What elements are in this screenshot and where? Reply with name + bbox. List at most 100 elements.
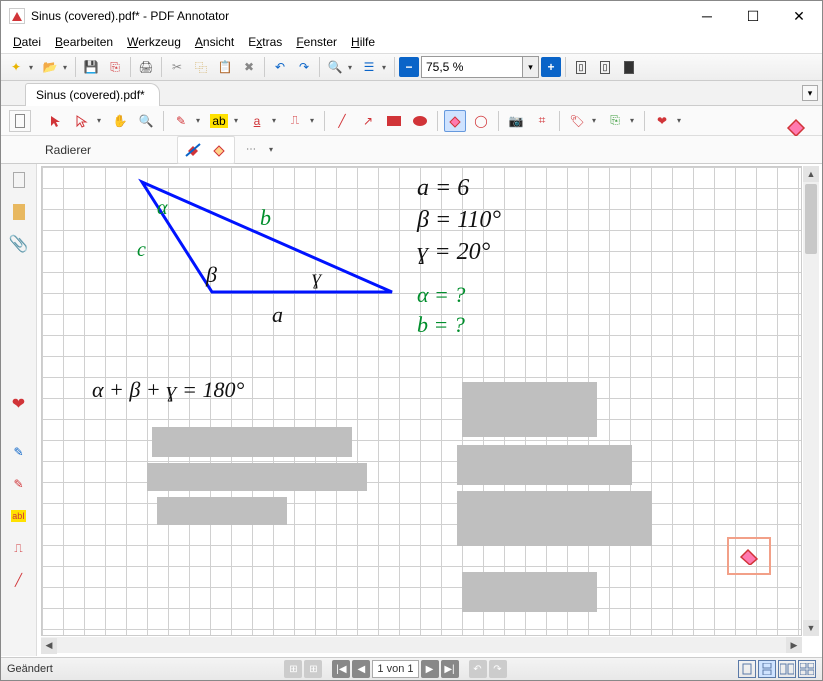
- maximize-button[interactable]: ☐: [730, 1, 776, 31]
- stamp-tool[interactable]: ⎍: [284, 110, 306, 132]
- document-tab[interactable]: Sinus (covered).pdf*: [25, 83, 160, 106]
- attach-tool[interactable]: ⎘: [604, 110, 626, 132]
- document-canvas[interactable]: α b c β ɣ a a = 6 β = 110° ɣ = 20° α = ?…: [41, 166, 802, 636]
- sidebar-stamp-icon[interactable]: ⎍: [7, 536, 31, 560]
- menu-datei[interactable]: Datei: [7, 33, 47, 51]
- text-tool[interactable]: a: [246, 110, 268, 132]
- vertical-scrollbar[interactable]: ▲ ▼: [803, 166, 819, 636]
- undo-button[interactable]: ↶: [269, 56, 291, 78]
- list-button[interactable]: ☰: [358, 56, 380, 78]
- bookmark-dropdown[interactable]: ▾: [592, 116, 600, 125]
- whiteout-tool[interactable]: ◯: [470, 110, 492, 132]
- pan-tool[interactable]: ✋: [109, 110, 131, 132]
- tab-list-dropdown[interactable]: ▾: [802, 85, 818, 101]
- scroll-left-button[interactable]: ◀: [41, 638, 57, 654]
- favorite-dropdown[interactable]: ▾: [677, 116, 685, 125]
- select-tool[interactable]: [45, 110, 67, 132]
- view-single-button[interactable]: [738, 660, 756, 678]
- page-view-b-button[interactable]: ▯: [594, 56, 616, 78]
- bookmark-tool[interactable]: 🏷: [566, 110, 588, 132]
- page-indicator-icon[interactable]: [9, 110, 31, 132]
- zoom-input[interactable]: [422, 60, 522, 74]
- page-add-before-button[interactable]: ⊞: [284, 660, 302, 678]
- delete-button[interactable]: ✖: [238, 56, 260, 78]
- page-number-field[interactable]: 1 von 1: [372, 660, 418, 678]
- cut-button[interactable]: ✂: [166, 56, 188, 78]
- stamp-dropdown[interactable]: ▾: [310, 116, 318, 125]
- pen-tool[interactable]: ✎: [170, 110, 192, 132]
- new-dropdown[interactable]: ▾: [29, 63, 37, 72]
- zoom-field[interactable]: ▾: [421, 56, 539, 78]
- menu-extras[interactable]: Extras: [242, 33, 288, 51]
- menu-hilfe[interactable]: Hilfe: [345, 33, 381, 51]
- sidebar-line-icon[interactable]: ╱: [7, 568, 31, 592]
- rect-tool[interactable]: [383, 110, 405, 132]
- eraser-size-dropdown[interactable]: ▾: [269, 145, 277, 154]
- page-view-c-button[interactable]: ▯: [618, 56, 640, 78]
- page-next-button[interactable]: ▶: [421, 660, 439, 678]
- attach-dropdown[interactable]: ▾: [630, 116, 638, 125]
- open-dropdown[interactable]: ▾: [63, 63, 71, 72]
- zoom-in-button[interactable]: +: [541, 57, 561, 77]
- page-prev-button[interactable]: ◀: [352, 660, 370, 678]
- paste-button[interactable]: 📋: [214, 56, 236, 78]
- zoom-out-button[interactable]: −: [399, 57, 419, 77]
- new-button[interactable]: ✦: [5, 56, 27, 78]
- eraser-big-icon[interactable]: [778, 110, 814, 142]
- view-two-page-button[interactable]: [778, 660, 796, 678]
- zoom-tool[interactable]: 🔍: [135, 110, 157, 132]
- lasso-dropdown[interactable]: ▾: [97, 116, 105, 125]
- view-continuous-button[interactable]: [758, 660, 776, 678]
- eraser-mode-stroke[interactable]: [182, 139, 204, 161]
- scroll-down-button[interactable]: ▼: [803, 620, 819, 636]
- highlighter-dropdown[interactable]: ▾: [234, 116, 242, 125]
- page-last-button[interactable]: ▶|: [441, 660, 459, 678]
- nav-back-button[interactable]: ↶: [469, 660, 487, 678]
- line-tool[interactable]: ╱: [331, 110, 353, 132]
- redo-button[interactable]: ↷: [293, 56, 315, 78]
- eraser-mode-point[interactable]: [208, 139, 230, 161]
- page-first-button[interactable]: |◀: [332, 660, 350, 678]
- menu-ansicht[interactable]: Ansicht: [189, 33, 240, 51]
- menu-werkzeug[interactable]: Werkzeug: [121, 33, 187, 51]
- zoom-dropdown[interactable]: ▾: [522, 57, 538, 77]
- sidebar-pen-red-icon[interactable]: ✎: [7, 472, 31, 496]
- eraser-size-menu[interactable]: ⋯: [241, 139, 263, 161]
- camera-tool[interactable]: 📷: [505, 110, 527, 132]
- scroll-right-button[interactable]: ▶: [786, 637, 802, 653]
- menu-fenster[interactable]: Fenster: [290, 33, 343, 51]
- minimize-button[interactable]: ─: [684, 1, 730, 31]
- sidebar-thumbnails-icon[interactable]: [7, 168, 31, 192]
- print-button[interactable]: 🖨: [135, 56, 157, 78]
- highlighter-tool[interactable]: ab: [208, 110, 230, 132]
- sidebar-bookmarks-icon[interactable]: [7, 200, 31, 224]
- sidebar-pen-icon[interactable]: ✎: [7, 440, 31, 464]
- crop-tool[interactable]: ⌗: [531, 110, 553, 132]
- view-two-continuous-button[interactable]: [798, 660, 816, 678]
- close-button[interactable]: ✕: [776, 1, 822, 31]
- horizontal-scrollbar[interactable]: ◀ ▶: [41, 637, 802, 653]
- nav-forward-button[interactable]: ↷: [489, 660, 507, 678]
- sidebar-highlight-icon[interactable]: abI: [7, 504, 31, 528]
- open-button[interactable]: 📂: [39, 56, 61, 78]
- arrow-tool[interactable]: ↗: [357, 110, 379, 132]
- pen-dropdown[interactable]: ▾: [196, 116, 204, 125]
- save-as-button[interactable]: ⎘: [104, 56, 126, 78]
- page-add-after-button[interactable]: ⊞: [304, 660, 322, 678]
- sidebar-attachments-icon[interactable]: 📎: [7, 232, 31, 256]
- page-view-a-button[interactable]: ▯: [570, 56, 592, 78]
- menu-bearbeiten[interactable]: Bearbeiten: [49, 33, 119, 51]
- save-button[interactable]: 💾: [80, 56, 102, 78]
- find-button[interactable]: 🔍: [324, 56, 346, 78]
- eraser-tool[interactable]: [444, 110, 466, 132]
- lasso-tool[interactable]: [71, 110, 93, 132]
- list-dropdown[interactable]: ▾: [382, 63, 390, 72]
- copy-button[interactable]: ⿻: [190, 56, 212, 78]
- favorite-tool[interactable]: ❤: [651, 110, 673, 132]
- scroll-up-button[interactable]: ▲: [803, 166, 819, 182]
- text-tropdown[interactable]: ▾: [272, 116, 280, 125]
- ellipse-tool[interactable]: [409, 110, 431, 132]
- find-dropdown[interactable]: ▾: [348, 63, 356, 72]
- sidebar-favorites-icon[interactable]: ❤: [7, 392, 31, 416]
- vscroll-thumb[interactable]: [805, 184, 817, 254]
